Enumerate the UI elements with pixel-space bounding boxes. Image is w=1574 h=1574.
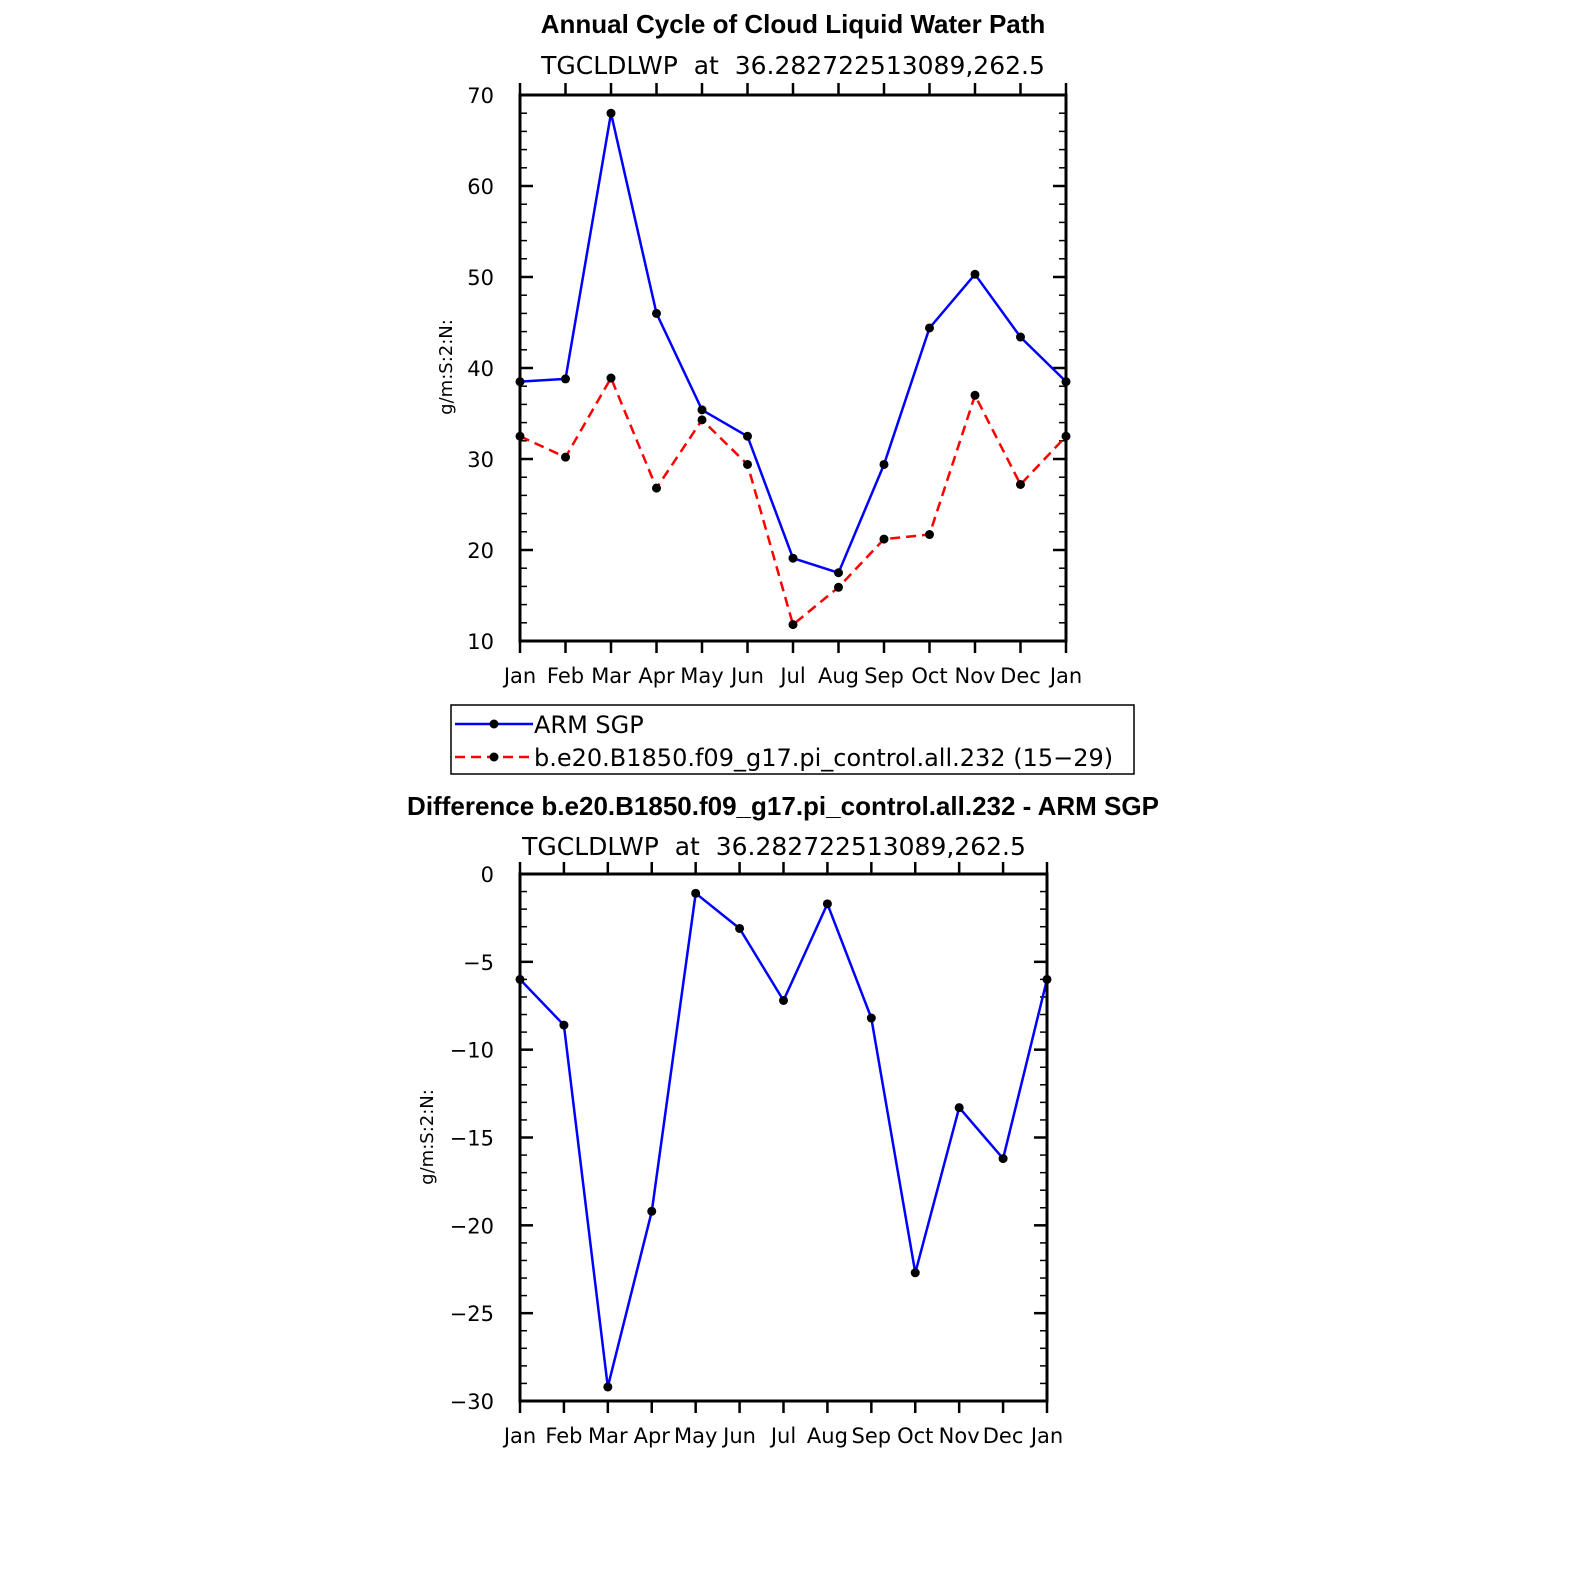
legend-label: b.e20.B1850.f09_g17.pi_control.all.232 (… (534, 744, 1113, 772)
y-axis-label: g/m:S:2:N: (436, 319, 457, 415)
data-point (743, 459, 752, 469)
legend-box (450, 704, 1135, 775)
x-tick-label: Jan (502, 1424, 536, 1448)
data-point (925, 323, 934, 333)
chart-subtitle: TGCLDLWP at 36.282722513089,262.5 (540, 51, 1045, 80)
annual-cycle-panel: Annual Cycle of Cloud Liquid Water Path … (436, 9, 1135, 775)
data-point (970, 390, 980, 400)
x-tick-label: Jun (729, 664, 764, 688)
data-point (735, 923, 745, 933)
x-tick-label: Oct (911, 664, 947, 688)
data-point (834, 568, 843, 578)
data-point (561, 374, 570, 384)
data-point (834, 582, 843, 592)
x-tick-label: Aug (818, 664, 859, 688)
x-tick-label: Mar (591, 664, 631, 688)
y-tick-label: −25 (450, 1302, 494, 1326)
data-point (925, 530, 934, 540)
legend-label: ARM SGP (534, 711, 644, 739)
data-point (970, 269, 980, 279)
plot-frame (518, 872, 1049, 1403)
data-point (1016, 479, 1025, 489)
x-tick-label: May (680, 664, 723, 688)
legend: ARM SGP b.e20.B1850.f09_g17.pi_control.a… (450, 704, 1135, 775)
data-point (652, 483, 661, 493)
data-point (603, 1382, 613, 1392)
y-tick-label: −5 (463, 951, 494, 975)
y-tick-label: 30 (467, 448, 494, 472)
y-tick-label: 20 (467, 539, 494, 563)
data-point (697, 415, 707, 425)
data-point (788, 553, 798, 563)
data-point (822, 899, 832, 909)
data-point (561, 452, 570, 462)
x-tick-label: Aug (807, 1424, 848, 1448)
legend-swatch-marker (489, 752, 499, 762)
x-tick-label: Feb (545, 1424, 582, 1448)
x-tick-label: Mar (588, 1424, 628, 1448)
x-tick-label: Apr (634, 1424, 671, 1448)
chart-title: Annual Cycle of Cloud Liquid Water Path (541, 9, 1046, 39)
x-tick-label: Nov (955, 664, 996, 688)
y-axis-label: g/m:S:2:N: (417, 1089, 438, 1185)
data-point (606, 108, 616, 118)
x-tick-label: Jul (778, 664, 805, 688)
x-tick-label: Jan (1048, 664, 1082, 688)
x-tick-label: Jun (721, 1424, 756, 1448)
x-tick-label: Apr (638, 664, 675, 688)
series-line-0 (519, 111, 1067, 575)
data-point (559, 1020, 569, 1030)
x-tick-label: Sep (864, 664, 904, 688)
difference-panel: Difference b.e20.B1850.f09_g17.pi_contro… (407, 791, 1159, 1448)
y-tick-label: −20 (450, 1214, 494, 1238)
y-tick-label: 0 (481, 863, 494, 887)
plot-area: Jan Feb Mar Apr May Jun Jul Aug Sep Oct Nov Dec Jan0… (450, 862, 1063, 1448)
data-point (788, 620, 798, 630)
legend-swatch-marker (489, 719, 499, 729)
x-tick-label: Dec (1000, 664, 1041, 688)
chart-title: Difference b.e20.B1850.f09_g17.pi_contro… (407, 791, 1159, 821)
y-tick-label: 10 (467, 630, 494, 654)
data-point (697, 405, 707, 415)
plot-frame (518, 93, 1068, 643)
y-tick-label: −30 (450, 1390, 494, 1414)
series-line-1 (519, 376, 1067, 626)
data-point (1016, 332, 1025, 342)
data-point (954, 1103, 964, 1113)
x-tick-label: Dec (983, 1424, 1024, 1448)
data-point (879, 534, 889, 544)
data-point (647, 1206, 657, 1216)
data-point (879, 459, 889, 469)
data-point (691, 888, 701, 898)
data-point (606, 373, 616, 383)
x-tick-label: Jan (1029, 1424, 1063, 1448)
series-line-0 (519, 892, 1049, 1389)
x-tick-label: Feb (547, 664, 584, 688)
chart-subtitle: TGCLDLWP at 36.282722513089,262.5 (521, 832, 1026, 861)
data-point (866, 1013, 876, 1023)
plot-area: Jan Feb Mar Apr May Jun Jul Aug Sep Oct Nov Dec Jan 1… (467, 83, 1082, 688)
y-tick-label: −15 (450, 1127, 494, 1151)
x-tick-label: Oct (897, 1424, 933, 1448)
data-point (779, 995, 788, 1005)
y-tick-label: 40 (467, 357, 494, 381)
y-tick-label: 70 (467, 84, 494, 108)
y-tick-label: 50 (467, 266, 494, 290)
x-tick-label: May (674, 1424, 717, 1448)
data-point (652, 308, 661, 318)
y-tick-label: 60 (467, 175, 494, 199)
data-point (910, 1268, 920, 1278)
data-point (998, 1154, 1008, 1164)
x-tick-label: Nov (939, 1424, 980, 1448)
data-point (743, 431, 752, 441)
x-tick-label: Sep (852, 1424, 892, 1448)
x-tick-label: Jul (769, 1424, 796, 1448)
x-tick-label: Jan (502, 664, 536, 688)
y-tick-label: −10 (450, 1039, 494, 1063)
legend-entry-model: b.e20.B1850.f09_g17.pi_control.all.232 (… (455, 744, 1113, 772)
legend-entry-arm-sgp: ARM SGP (455, 711, 644, 739)
